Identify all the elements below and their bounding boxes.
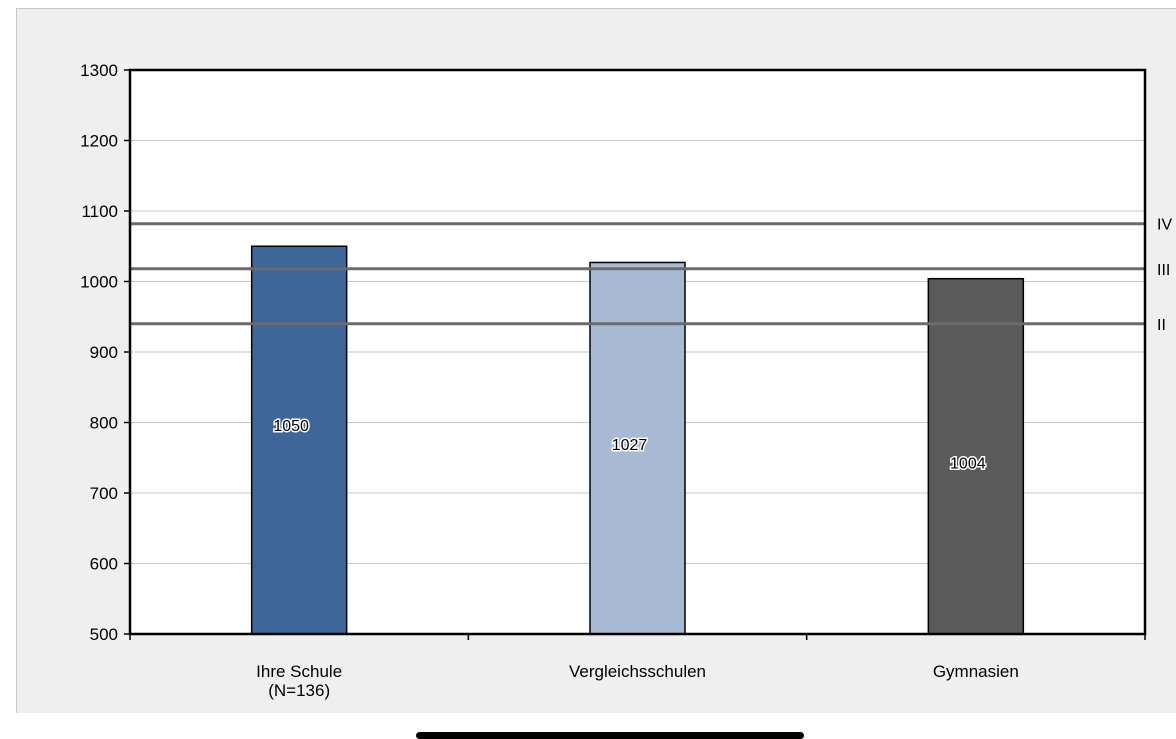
y-tick-label: 1300: [80, 61, 118, 80]
bar: [927, 277, 1025, 635]
y-tick-label: 1100: [81, 202, 118, 221]
reference-line-label: II: [1157, 317, 1166, 334]
category-label: Vergleichsschulen: [569, 662, 706, 681]
reference-line-label: III: [1157, 262, 1170, 279]
y-tick-label: 900: [90, 343, 118, 362]
axes: [124, 68, 1147, 640]
reference-line-label: IV: [1157, 217, 1172, 234]
y-tick-label: 1000: [80, 273, 118, 292]
y-tick-label: 500: [90, 625, 118, 644]
y-tick-label: 700: [90, 484, 118, 503]
category-label: Ihre Schule: [256, 662, 342, 681]
y-tick-label: 800: [90, 414, 118, 433]
category-label: Gymnasien: [933, 662, 1019, 681]
data-label: 1027: [612, 437, 648, 454]
bar: [250, 245, 348, 635]
plot-border: [128, 68, 1147, 636]
data-label: 1004: [950, 455, 986, 472]
data-label: 1050: [273, 418, 309, 435]
home-indicator: [416, 732, 804, 739]
y-tick-label: 1200: [80, 132, 118, 151]
category-label: (N=136): [268, 681, 330, 700]
y-tick-label: 600: [90, 555, 118, 574]
reference-lines: [130, 222, 1145, 326]
labels: 5006007008009001000110012001300IVIIIII10…: [80, 61, 1172, 700]
